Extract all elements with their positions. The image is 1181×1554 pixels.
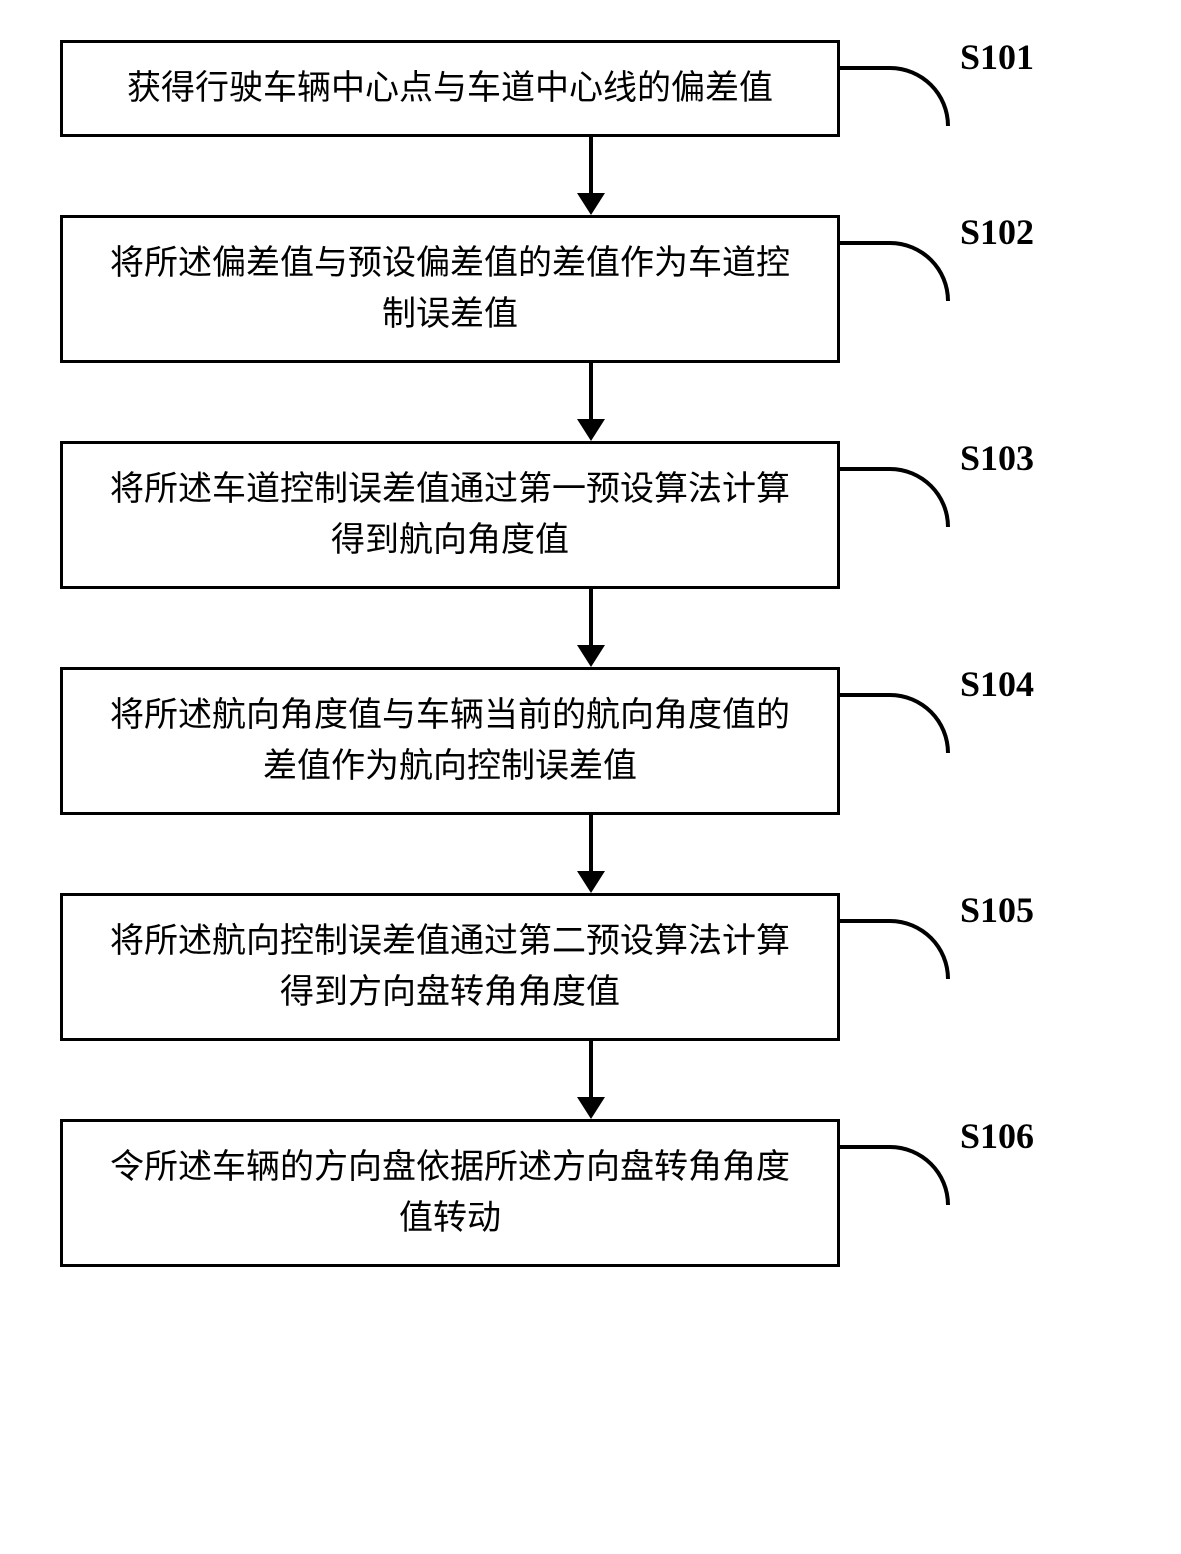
connector-line <box>840 1145 950 1205</box>
step-label-s101: S101 <box>960 36 1034 78</box>
step-row: 获得行驶车辆中心点与车道中心线的偏差值 S101 <box>60 40 1121 137</box>
step-label-s102: S102 <box>960 211 1034 253</box>
arrow-head-icon <box>577 419 605 441</box>
step-text: 令所述车辆的方向盘依据所述方向盘转角角度值转动 <box>103 1142 797 1244</box>
step-row: 将所述航向角度值与车辆当前的航向角度值的差值作为航向控制误差值 S104 <box>60 667 1121 815</box>
connector-line <box>840 919 950 979</box>
connector-line <box>840 467 950 527</box>
step-text: 将所述航向角度值与车辆当前的航向角度值的差值作为航向控制误差值 <box>103 690 797 792</box>
step-row: 令所述车辆的方向盘依据所述方向盘转角角度值转动 S106 <box>60 1119 1121 1267</box>
step-text: 获得行驶车辆中心点与车道中心线的偏差值 <box>127 63 773 114</box>
connector-line <box>840 241 950 301</box>
arrow-head-icon <box>577 871 605 893</box>
step-box-s104: 将所述航向角度值与车辆当前的航向角度值的差值作为航向控制误差值 <box>60 667 840 815</box>
step-box-s101: 获得行驶车辆中心点与车道中心线的偏差值 <box>60 40 840 137</box>
step-row: 将所述车道控制误差值通过第一预设算法计算得到航向角度值 S103 <box>60 441 1121 589</box>
arrow-container <box>201 137 981 215</box>
flowchart-container: 获得行驶车辆中心点与车道中心线的偏差值 S101 将所述偏差值与预设偏差值的差值… <box>60 40 1121 1267</box>
arrow-container <box>201 363 981 441</box>
step-row: 将所述偏差值与预设偏差值的差值作为车道控制误差值 S102 <box>60 215 1121 363</box>
step-box-s106: 令所述车辆的方向盘依据所述方向盘转角角度值转动 <box>60 1119 840 1267</box>
arrow-container <box>201 815 981 893</box>
step-label-s106: S106 <box>960 1115 1034 1157</box>
arrow-down <box>577 137 605 215</box>
arrow-container <box>201 589 981 667</box>
arrow-head-icon <box>577 645 605 667</box>
arrow-line <box>589 1041 593 1097</box>
arrow-line <box>589 815 593 871</box>
arrow-down <box>577 589 605 667</box>
arrow-head-icon <box>577 193 605 215</box>
arrow-down <box>577 1041 605 1119</box>
step-box-s102: 将所述偏差值与预设偏差值的差值作为车道控制误差值 <box>60 215 840 363</box>
step-text: 将所述偏差值与预设偏差值的差值作为车道控制误差值 <box>103 238 797 340</box>
connector-line <box>840 66 950 126</box>
arrow-container <box>201 1041 981 1119</box>
step-label-s103: S103 <box>960 437 1034 479</box>
arrow-down <box>577 815 605 893</box>
step-label-s105: S105 <box>960 889 1034 931</box>
arrow-down <box>577 363 605 441</box>
connector-line <box>840 693 950 753</box>
arrow-line <box>589 363 593 419</box>
arrow-head-icon <box>577 1097 605 1119</box>
step-box-s105: 将所述航向控制误差值通过第二预设算法计算得到方向盘转角角度值 <box>60 893 840 1041</box>
step-label-s104: S104 <box>960 663 1034 705</box>
step-box-s103: 将所述车道控制误差值通过第一预设算法计算得到航向角度值 <box>60 441 840 589</box>
step-text: 将所述航向控制误差值通过第二预设算法计算得到方向盘转角角度值 <box>103 916 797 1018</box>
arrow-line <box>589 137 593 193</box>
arrow-line <box>589 589 593 645</box>
step-text: 将所述车道控制误差值通过第一预设算法计算得到航向角度值 <box>103 464 797 566</box>
step-row: 将所述航向控制误差值通过第二预设算法计算得到方向盘转角角度值 S105 <box>60 893 1121 1041</box>
